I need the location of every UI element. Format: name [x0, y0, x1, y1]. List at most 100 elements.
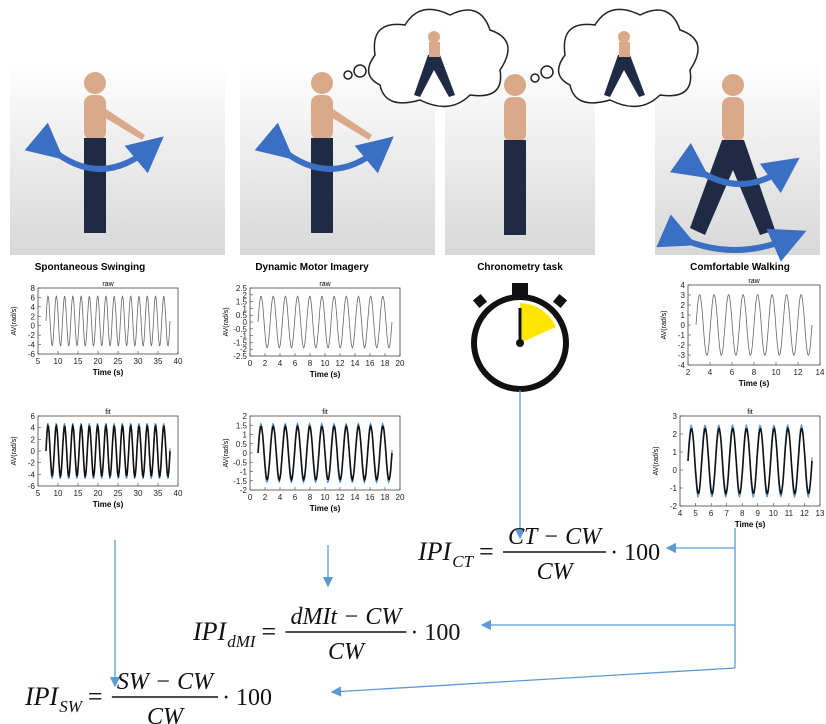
x-tick-label: 4: [278, 359, 283, 368]
y-tick-label: -1: [240, 468, 248, 477]
x-tick-label: 8: [752, 368, 757, 377]
plot-label: fit: [105, 409, 111, 416]
plot-label: raw: [748, 278, 760, 285]
stopwatch: [473, 283, 567, 389]
x-tick-label: 0: [248, 493, 253, 502]
x-tick-label: 40: [174, 489, 183, 498]
x-tick-label: 12: [800, 509, 809, 518]
y-tick-label: 4: [31, 303, 36, 312]
x-tick-label: 7: [724, 509, 729, 518]
x-tick-label: 20: [396, 493, 405, 502]
y-axis-label: AV(rad/s): [661, 310, 668, 339]
x-tick-label: 11: [785, 509, 794, 518]
panel-title: Spontaneous Swinging: [35, 262, 146, 273]
plot-label: raw: [319, 281, 331, 288]
y-tick-label: 1: [673, 448, 678, 457]
x-tick-label: 4: [278, 493, 283, 502]
x-tick-label: 14: [816, 368, 825, 377]
x-axis-label: Time (s): [93, 500, 124, 509]
x-tick-label: 15: [74, 357, 83, 366]
y-axis-label: AV(rad/s): [11, 436, 18, 465]
x-tick-label: 25: [114, 489, 123, 498]
x-tick-label: 8: [308, 359, 313, 368]
x-tick-label: 5: [693, 509, 698, 518]
x-tick-label: 9: [756, 509, 761, 518]
y-tick-label: -2: [240, 486, 248, 495]
y-tick-label: -2: [28, 459, 36, 468]
x-tick-label: 10: [772, 368, 781, 377]
y-tick-label: 0.5: [236, 440, 248, 449]
x-tick-label: 14: [351, 493, 360, 502]
y-tick-label: 1: [243, 431, 248, 440]
x-tick-label: 16: [366, 359, 375, 368]
x-axis-label: Time (s): [735, 520, 766, 529]
y-tick-label: -6: [28, 482, 36, 491]
eq-subscript: SW: [59, 697, 84, 716]
eq-denominator: CW: [328, 639, 366, 665]
plot-label: raw: [102, 281, 114, 288]
x-tick-label: 6: [730, 368, 735, 377]
x-axis-label: Time (s): [310, 504, 341, 513]
x-tick-label: 8: [308, 493, 313, 502]
y-axis-label: AV(rad/s): [223, 438, 230, 467]
x-axis-label: Time (s): [739, 379, 770, 388]
eq-factor: · 100: [410, 620, 460, 646]
y-axis-label: AV(rad/s): [11, 306, 18, 335]
x-tick-label: 4: [678, 509, 683, 518]
x-tick-label: 15: [74, 489, 83, 498]
y-tick-label: 0: [243, 449, 248, 458]
eq-numerator: CT − CW: [508, 524, 603, 550]
x-tick-label: 2: [263, 359, 268, 368]
y-tick-label: -6: [28, 350, 36, 359]
eq-numerator: dMIt − CW: [291, 604, 404, 630]
eq-lhs: IPI: [24, 682, 60, 711]
y-tick-label: 6: [31, 293, 36, 302]
eq-subscript: dMI: [227, 632, 257, 651]
x-axis-label: Time (s): [93, 368, 124, 377]
x-tick-label: 10: [321, 493, 330, 502]
y-tick-label: 8: [31, 284, 36, 293]
y-tick-label: 2: [31, 435, 36, 444]
y-tick-label: -1: [678, 331, 686, 340]
eq-numerator: SW − CW: [117, 669, 215, 695]
y-tick-label: -2: [28, 331, 36, 340]
x-axis-label: Time (s): [310, 370, 341, 379]
plot-label: fit: [322, 409, 328, 416]
x-tick-label: 6: [293, 359, 298, 368]
x-tick-label: 35: [154, 357, 163, 366]
x-tick-label: 5: [36, 357, 41, 366]
eq-equals: =: [88, 682, 103, 711]
y-tick-label: 0: [31, 447, 36, 456]
x-tick-label: 10: [54, 357, 63, 366]
x-tick-label: 18: [381, 493, 390, 502]
y-tick-label: 2: [673, 430, 678, 439]
x-tick-label: 13: [816, 509, 825, 518]
y-tick-label: 0: [681, 321, 686, 330]
x-tick-label: 25: [114, 357, 123, 366]
x-tick-label: 10: [769, 509, 778, 518]
x-tick-label: 40: [174, 357, 183, 366]
y-tick-label: 3: [673, 412, 678, 421]
x-tick-label: 20: [94, 489, 103, 498]
x-tick-label: 5: [36, 489, 41, 498]
y-tick-label: -4: [678, 361, 686, 370]
y-tick-label: 2: [31, 312, 36, 321]
x-tick-label: 2: [263, 493, 268, 502]
y-tick-label: 2: [681, 301, 686, 310]
x-tick-label: 12: [336, 493, 345, 502]
y-tick-label: 6: [31, 412, 36, 421]
y-tick-label: -2: [678, 341, 686, 350]
eq-denominator: CW: [147, 704, 185, 724]
y-tick-label: 0: [31, 322, 36, 331]
eq-factor: · 100: [610, 540, 660, 566]
x-tick-label: 30: [134, 357, 143, 366]
x-tick-label: 8: [740, 509, 745, 518]
x-tick-label: 30: [134, 489, 143, 498]
eq-lhs: IPI: [417, 537, 453, 566]
eq-subscript: CT: [452, 552, 474, 571]
